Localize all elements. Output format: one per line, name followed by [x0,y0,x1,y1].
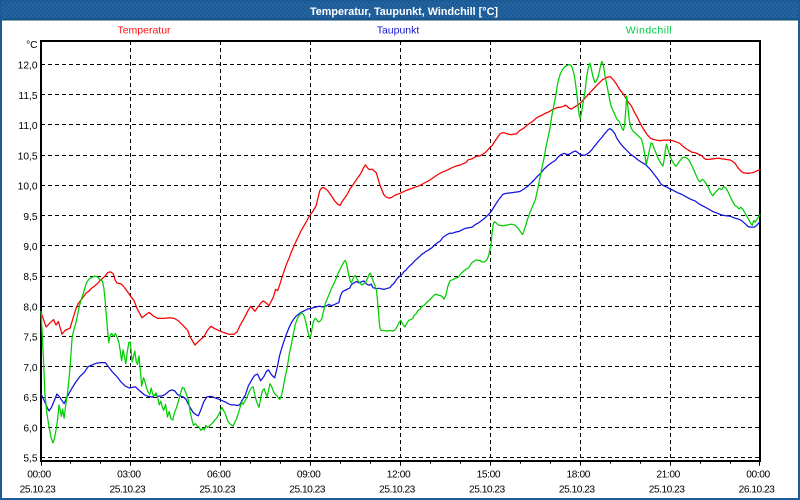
svg-text:11,5: 11,5 [18,91,37,102]
svg-text:6,0: 6,0 [23,423,37,434]
svg-text:21:00: 21:00 [656,470,680,481]
svg-text:25.10.23: 25.10.23 [469,484,505,495]
svg-text:00:00: 00:00 [746,470,770,481]
svg-text:10,5: 10,5 [18,151,38,162]
svg-text:10,0: 10,0 [18,182,38,193]
svg-text:06:00: 06:00 [207,470,231,481]
svg-text:Temperatur: Temperatur [117,25,171,37]
svg-text:6,5: 6,5 [23,393,37,404]
svg-text:9,0: 9,0 [23,242,37,253]
svg-text:25.10.23: 25.10.23 [20,484,56,495]
svg-text:5,5: 5,5 [23,454,37,465]
svg-text:25.10.23: 25.10.23 [559,484,595,495]
svg-text:Temperatur, Taupunkt, Windchil: Temperatur, Taupunkt, Windchill [°C] [310,6,498,18]
svg-text:25.10.23: 25.10.23 [379,484,415,495]
svg-text:25.10.23: 25.10.23 [649,484,685,495]
svg-text:15:00: 15:00 [477,470,501,481]
svg-text:7,5: 7,5 [23,333,37,344]
svg-text:26.10.23: 26.10.23 [739,484,775,495]
svg-text:18:00: 18:00 [566,470,590,481]
svg-text:9,5: 9,5 [23,212,37,223]
svg-text:°C: °C [26,40,37,51]
svg-text:12,0: 12,0 [18,61,38,72]
svg-text:8,5: 8,5 [23,272,37,283]
svg-text:12:00: 12:00 [387,470,411,481]
svg-text:25.10.23: 25.10.23 [199,484,235,495]
svg-text:25.10.23: 25.10.23 [110,484,146,495]
svg-text:00:00: 00:00 [27,470,51,481]
svg-text:03:00: 03:00 [117,470,141,481]
svg-text:11,0: 11,0 [18,121,37,132]
svg-text:Windchill: Windchill [626,25,673,37]
svg-text:25.10.23: 25.10.23 [289,484,325,495]
svg-text:Taupunkt: Taupunkt [377,25,420,37]
svg-text:09:00: 09:00 [297,470,321,481]
svg-text:7,0: 7,0 [23,363,37,374]
svg-text:8,0: 8,0 [23,302,37,313]
